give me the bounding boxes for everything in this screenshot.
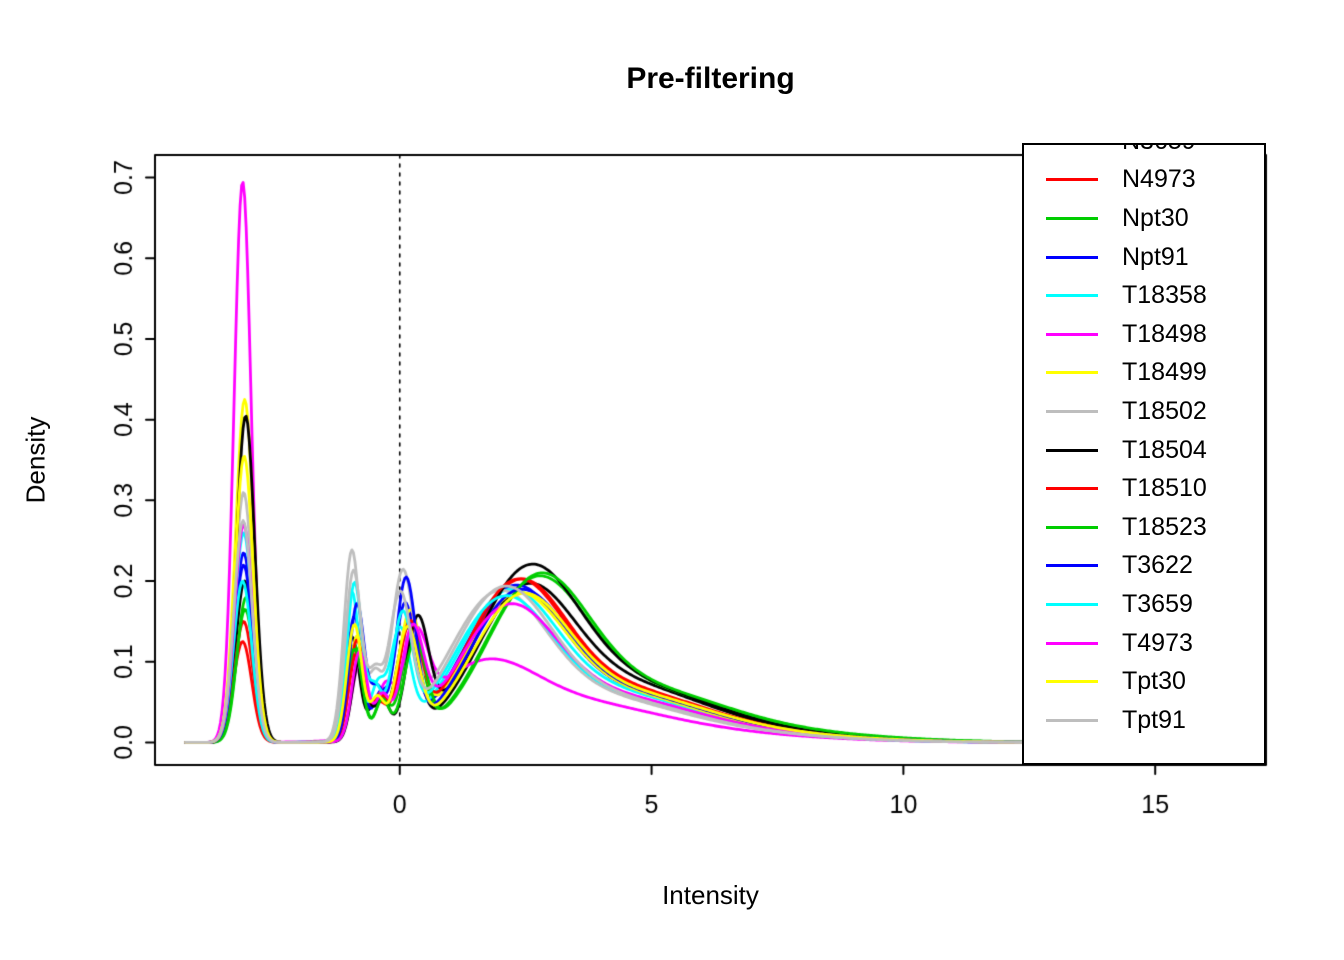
legend-item: T18504 xyxy=(1046,431,1264,470)
legend-item: T4973 xyxy=(1046,624,1264,663)
legend-label: T3659 xyxy=(1122,589,1193,618)
legend-line-swatch xyxy=(1046,448,1098,452)
legend-label: T18358 xyxy=(1122,281,1207,310)
legend-item: T18523 xyxy=(1046,508,1264,547)
chart-title: Pre-filtering xyxy=(626,62,795,95)
legend-item: T3659 xyxy=(1046,585,1264,624)
legend-line-swatch xyxy=(1046,255,1098,259)
legend-line-swatch xyxy=(1046,641,1098,645)
legend-line-swatch xyxy=(1046,525,1098,529)
legend-item: T18498 xyxy=(1046,315,1264,354)
legend-label: T18510 xyxy=(1122,474,1207,503)
legend-label: N3659 xyxy=(1122,145,1196,156)
legend-line-swatch xyxy=(1046,178,1098,182)
legend-label: T3622 xyxy=(1122,551,1193,580)
legend-line-swatch xyxy=(1046,564,1098,568)
legend: N3659 N4973 Npt30 Npt91 T18358 T18498 T18499 T1… xyxy=(1022,143,1266,765)
legend-label: Npt91 xyxy=(1122,242,1189,271)
legend-line-swatch xyxy=(1046,680,1098,684)
legend-label: Tpt30 xyxy=(1122,667,1186,696)
legend-line-swatch xyxy=(1046,332,1098,336)
legend-label: T18502 xyxy=(1122,396,1207,425)
legend-label: T18498 xyxy=(1122,319,1207,348)
legend-item: Tpt91 xyxy=(1046,701,1264,740)
legend-label: T18499 xyxy=(1122,358,1207,387)
legend-label: T18523 xyxy=(1122,512,1207,541)
legend-line-swatch xyxy=(1046,602,1098,606)
legend-label: T18504 xyxy=(1122,435,1207,464)
legend-line-swatch xyxy=(1046,409,1098,413)
legend-line-swatch xyxy=(1046,294,1098,298)
legend-label: Tpt91 xyxy=(1122,705,1186,734)
x-axis-label: Intensity xyxy=(662,880,759,910)
legend-item: Npt30 xyxy=(1046,199,1264,238)
legend-item: Tpt30 xyxy=(1046,662,1264,701)
legend-item: N3659 xyxy=(1046,145,1264,161)
legend-label: N4973 xyxy=(1122,165,1196,194)
legend-item: T18510 xyxy=(1046,469,1264,508)
legend-item: N4973 xyxy=(1046,161,1264,200)
legend-line-swatch xyxy=(1046,718,1098,722)
legend-line-swatch xyxy=(1046,216,1098,220)
legend-item: Npt91 xyxy=(1046,238,1264,277)
legend-item: T18499 xyxy=(1046,354,1264,393)
legend-line-swatch xyxy=(1046,487,1098,491)
legend-item: T3622 xyxy=(1046,547,1264,586)
legend-item: T18502 xyxy=(1046,392,1264,431)
legend-line-swatch xyxy=(1046,371,1098,375)
legend-label: T4973 xyxy=(1122,628,1193,657)
y-axis-label: Density xyxy=(20,416,51,504)
legend-item: T18358 xyxy=(1046,276,1264,315)
legend-label: Npt30 xyxy=(1122,203,1189,232)
